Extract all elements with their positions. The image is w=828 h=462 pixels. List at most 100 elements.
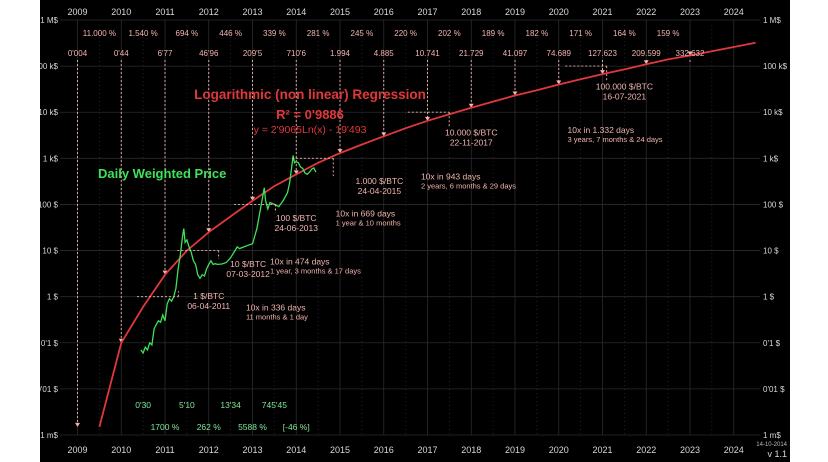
top-percent-label: 202 %: [438, 29, 461, 38]
top-percent-label: 171 %: [569, 29, 592, 38]
x-tick-label-bottom: 2012: [199, 445, 219, 455]
x-tick-label-bottom: 2020: [549, 445, 569, 455]
milestone-date: 22-11-2017: [450, 138, 493, 148]
x-tick-label-bottom: 2011: [155, 445, 174, 455]
x-tick-label-bottom: 2013: [242, 445, 262, 455]
y-tick-label-right: 1 m$: [763, 431, 781, 440]
milestone-date: 06-04-2011: [187, 301, 230, 311]
x-tick-label-top: 2013: [242, 7, 262, 17]
regression-curve: [98, 41, 756, 428]
arrow-head: [643, 60, 649, 65]
y-tick-label-right: 1 $: [763, 293, 775, 302]
bottom-percent-label: 1700 %: [151, 422, 180, 432]
x-tick-label-top: 2009: [67, 7, 87, 17]
regression-value-label: 209.599: [632, 49, 661, 58]
y-tick-label-left: 1 $: [47, 293, 59, 302]
top-percent-label: 164 %: [613, 29, 636, 38]
arrow-head: [600, 70, 605, 75]
regression-value-label: 1.994: [330, 49, 351, 58]
top-percent-label: 281 %: [307, 29, 330, 38]
regression-value-label: 710'6: [287, 49, 307, 58]
y-tick-label-left: 10 k$: [40, 108, 59, 117]
top-percent-label: 11.000 %: [83, 29, 116, 38]
x-tick-label-top: 2015: [330, 7, 350, 17]
regression-value-label: 127.623: [588, 49, 617, 58]
interval-title: 10x in 1.332 days: [568, 125, 635, 135]
bottom-value-label: 13'34: [220, 400, 241, 410]
arrow-head: [162, 270, 168, 275]
top-percent-label: 159 %: [657, 29, 680, 38]
x-tick-label-bottom: 2018: [461, 445, 481, 455]
arrow-head: [425, 116, 430, 121]
top-percent-label: 189 %: [482, 29, 505, 38]
x-tick-label-bottom: 2019: [505, 445, 525, 455]
x-tick-label-bottom: 2021: [592, 445, 612, 455]
x-tick-label-bottom: 2022: [636, 445, 656, 455]
y-tick-label-right: 1 M$: [763, 16, 781, 25]
top-percent-label: 1.540 %: [128, 29, 157, 38]
regression-value-label: 332.632: [676, 49, 705, 58]
x-tick-label-bottom: 2024: [724, 445, 744, 455]
price-series-line: [140, 155, 317, 355]
arrow-head: [206, 228, 212, 233]
x-tick-label-bottom: 2009: [67, 445, 87, 455]
x-tick-label-bottom: 2014: [286, 445, 306, 455]
milestone-date: 07-03-2012: [226, 269, 270, 279]
top-percent-label: 339 %: [263, 29, 286, 38]
arrow-head: [556, 80, 562, 85]
top-percent-label: 182 %: [526, 29, 549, 38]
bottom-value-label: 745'45: [262, 400, 288, 410]
x-tick-label-top: 2017: [417, 7, 437, 17]
x-tick-label-top: 2024: [724, 7, 744, 17]
chart-frame: 1 $/BTC 06-04-2011 10 $/BTC 07-03-2012 100 $…: [40, 0, 790, 462]
arrow-head: [337, 149, 343, 154]
arrow-head: [512, 91, 518, 96]
x-tick-label-bottom: 2023: [680, 445, 700, 455]
y-tick-label-right: 10 k$: [763, 108, 783, 117]
y-tick-label-right: 100 k$: [763, 62, 788, 71]
y-tick-label-right: 0'1 $: [763, 339, 781, 348]
arrow-head: [468, 103, 474, 108]
milestone-price: 100.000 $/BTC: [596, 82, 653, 92]
interval-title: 10x in 943 days: [421, 171, 481, 181]
x-tick-label-top: 2022: [636, 7, 656, 17]
regression-value-label: 41.097: [503, 49, 528, 58]
bottom-percent-label: 5588 %: [238, 422, 267, 432]
x-tick-label-top: 2011: [155, 7, 174, 17]
regression-value-label: 6'77: [158, 49, 173, 58]
axis-labels: 1 m$ 1 m$ 0'01 $ 0'01 $ 0'1 $ 0'1 $ 1 $ 1 $ 10 $…: [40, 7, 788, 455]
x-tick-label-top: 2019: [505, 7, 525, 17]
regression-value-label: 0'004: [68, 49, 88, 58]
milestone-date: 16-07-2021: [603, 92, 647, 102]
arrow-head: [250, 196, 255, 201]
grid-lines: [60, 19, 760, 436]
x-tick-label-top: 2016: [374, 7, 394, 17]
y-tick-label-right: 100 $: [763, 200, 784, 209]
version-label: v 1.1: [767, 449, 787, 459]
top-percent-label: 446 %: [219, 29, 242, 38]
regression-value-label: 209'5: [243, 49, 263, 58]
y-tick-label-left: 0'1 $: [41, 339, 59, 348]
milestone-price: 1 $/BTC: [193, 291, 224, 301]
y-tick-label-left: 1 m$: [40, 431, 58, 440]
bottom-percent-label: 262 %: [197, 422, 222, 432]
interval-title: 10x in 336 days: [246, 303, 306, 313]
y-tick-label-right: 1 k$: [763, 154, 779, 163]
chart-r2: R² = 0'9886: [276, 107, 344, 122]
x-tick-label-top: 2010: [111, 7, 131, 17]
interval-subtitle: 11 months & 1 day: [246, 313, 308, 322]
regression-value-label: 10.741: [415, 49, 440, 58]
interval-subtitle: 1 year & 10 months: [336, 218, 401, 227]
arrow-head: [293, 170, 299, 175]
regression-value-label: 46'96: [199, 49, 219, 58]
y-tick-label-left: 100 $: [40, 200, 59, 209]
chart-title: Logarithmic (non linear) Regression: [194, 87, 426, 102]
interval-subtitle: 3 years, 7 months & 24 days: [568, 135, 663, 144]
x-tick-label-bottom: 2015: [330, 445, 350, 455]
regression-value-label: 74.689: [547, 49, 572, 58]
arrow-head: [75, 422, 80, 427]
top-percent-label: 245 %: [351, 29, 374, 38]
